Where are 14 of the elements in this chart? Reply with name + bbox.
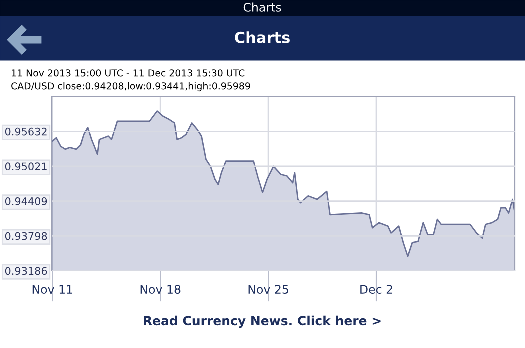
y-tick-label: 0.93186 bbox=[5, 267, 48, 276]
y-tick-label: 0.94409 bbox=[5, 198, 48, 206]
text: CAD/USD close:0.94208,low:0.93441,high:0.95989 bbox=[12, 82, 250, 92]
x-tick-label: Nov 11 bbox=[32, 285, 72, 294]
text: Read Currency News. Click here > bbox=[144, 316, 381, 328]
x-tick-label: Nov 18 bbox=[140, 285, 181, 294]
x-tick-label: Dec 2 bbox=[360, 285, 392, 294]
x-tick-label: Nov 25 bbox=[248, 285, 288, 294]
chart-subtitle: 11 Nov 2013 15:00 UTC - 11 Dec 2013 15:30 UTC bbox=[12, 70, 245, 77]
chart-title: Charts bbox=[235, 32, 290, 44]
y-tick-label: 0.93798 bbox=[5, 232, 48, 240]
text: Charts bbox=[244, 2, 282, 12]
y-tick-label: 0.95632 bbox=[5, 128, 47, 136]
y-tick-label: 0.95021 bbox=[5, 162, 47, 171]
